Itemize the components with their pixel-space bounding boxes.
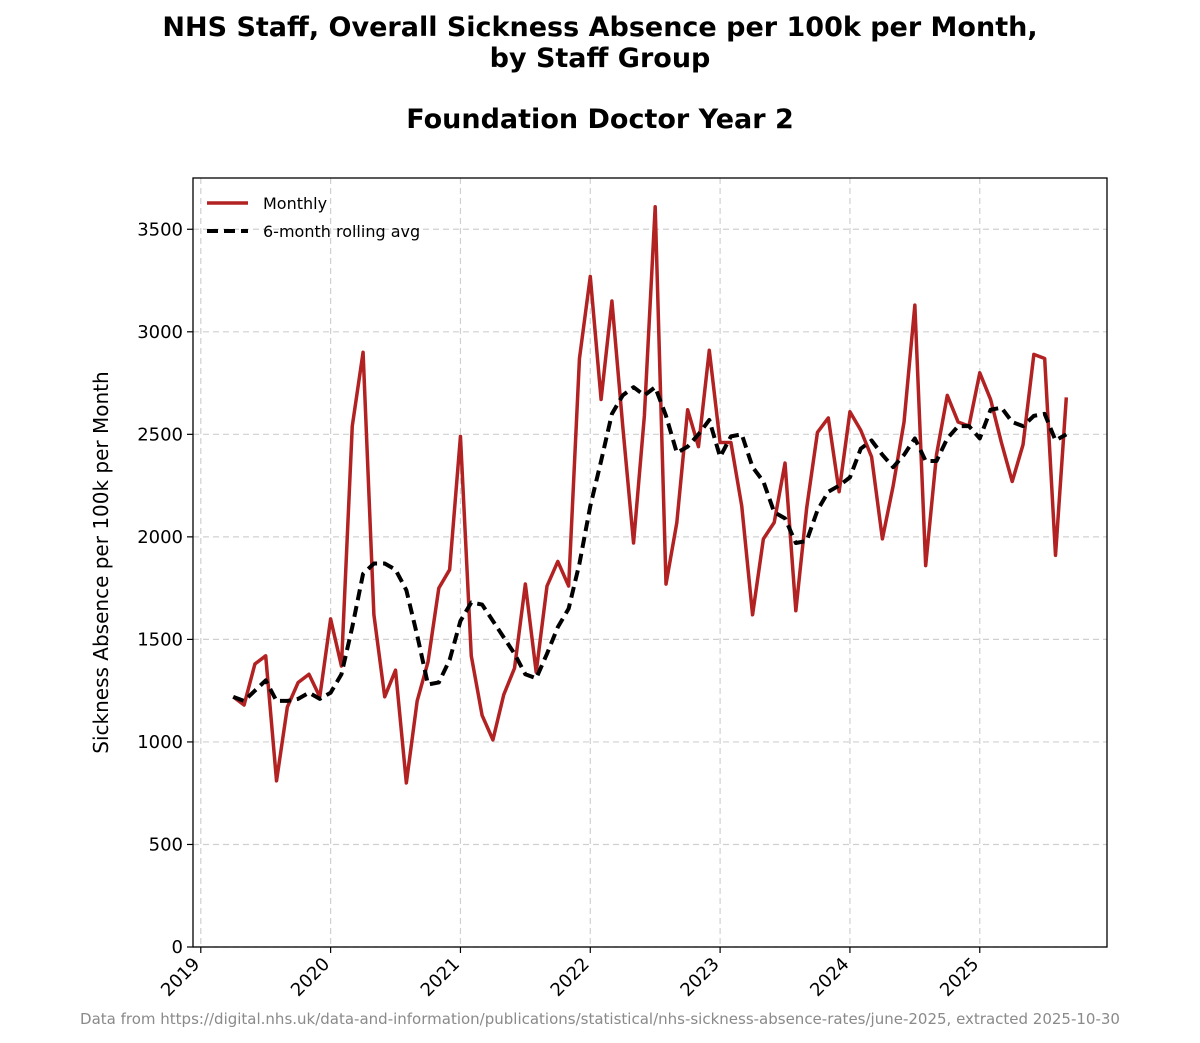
y-tick-label: 2000 <box>137 527 183 548</box>
series-line-rolling-avg <box>232 385 1068 703</box>
x-tick-label: 2019 <box>157 954 204 1001</box>
axis-layer: 0 500 1000 1500 2000 2500 3000 3500 2019 2020 2021… <box>137 219 983 1001</box>
y-tick-label: 2500 <box>137 424 183 445</box>
chart-subtitle: Foundation Doctor Year 2 <box>406 104 794 135</box>
x-tick-label: 2023 <box>676 954 723 1001</box>
grid-layer <box>193 178 1107 948</box>
y-tick-label: 1500 <box>137 629 183 650</box>
chart-title: NHS Staff, Overall Sickness Absence per … <box>162 12 1038 43</box>
x-tick-label: 2024 <box>806 954 853 1001</box>
chart-title-line2: by Staff Group <box>489 43 711 74</box>
x-tick-label: 2020 <box>287 954 334 1001</box>
y-tick-label: 3000 <box>137 322 183 343</box>
legend: Monthly 6-month rolling avg <box>207 194 420 241</box>
y-tick-label: 500 <box>149 834 183 855</box>
legend-label-rolling-avg: 6-month rolling avg <box>263 222 420 241</box>
series-layer <box>232 204 1069 785</box>
y-tick-label: 3500 <box>137 219 183 240</box>
x-tick-label: 2021 <box>417 954 464 1001</box>
y-axis-label: Sickness Absence per 100k per Month <box>89 371 113 753</box>
series-line-monthly <box>232 204 1069 785</box>
source-note: Data from https://digital.nhs.uk/data-an… <box>80 1010 1120 1028</box>
legend-label-monthly: Monthly <box>263 194 327 213</box>
y-tick-label: 1000 <box>137 732 183 753</box>
y-tick-label: 0 <box>172 937 183 958</box>
plot-frame <box>192 177 1108 948</box>
x-tick-label: 2022 <box>547 954 594 1001</box>
x-tick-label: 2025 <box>936 954 983 1001</box>
